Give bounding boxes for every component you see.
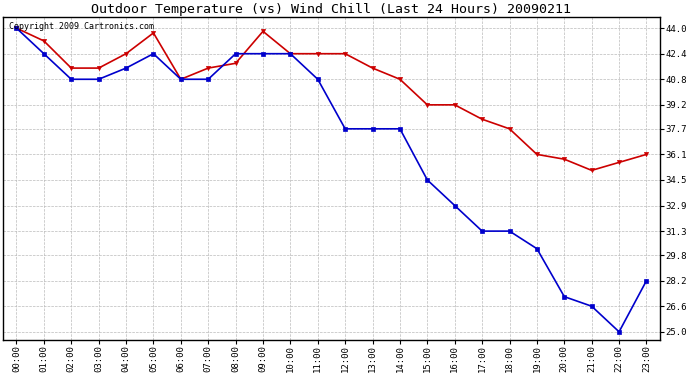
Title: Outdoor Temperature (vs) Wind Chill (Last 24 Hours) 20090211: Outdoor Temperature (vs) Wind Chill (Las… [92,3,571,16]
Text: Copyright 2009 Cartronics.com: Copyright 2009 Cartronics.com [10,22,155,31]
